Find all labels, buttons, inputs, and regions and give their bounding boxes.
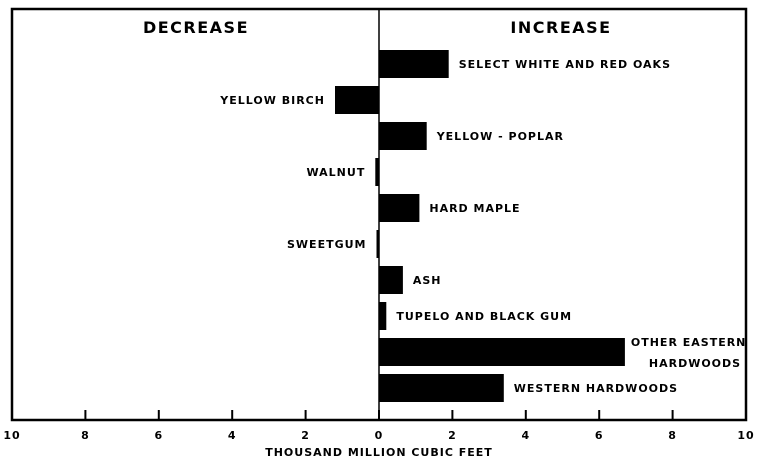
- bar: [379, 50, 449, 78]
- bar: [379, 122, 427, 150]
- category-label: SWEETGUM: [287, 238, 367, 251]
- x-tick-label: 6: [595, 429, 604, 442]
- decrease-heading: DECREASE: [143, 18, 249, 37]
- x-tick-label: 8: [81, 429, 90, 442]
- x-tick-label: 6: [154, 429, 163, 442]
- bars: SELECT WHITE AND RED OAKS YELLOW BIRCH YEL…: [219, 50, 747, 402]
- bar: [379, 374, 504, 402]
- category-label: YELLOW BIRCH: [219, 94, 325, 107]
- x-tick-label: 10: [3, 429, 20, 442]
- x-tick-label: 2: [301, 429, 310, 442]
- category-label: WESTERN HARDWOODS: [514, 382, 678, 395]
- category-label: YELLOW - POPLAR: [436, 130, 564, 143]
- x-tick-label: 8: [668, 429, 677, 442]
- category-label: WALNUT: [307, 166, 366, 179]
- x-tick-label: 4: [228, 429, 237, 442]
- bar: [379, 194, 420, 222]
- bar: [335, 86, 379, 114]
- category-label: SELECT WHITE AND RED OAKS: [459, 58, 671, 71]
- category-label: ASH: [413, 274, 442, 287]
- category-label: OTHER EASTERN HARDWOODS: [631, 336, 747, 370]
- bar: [375, 158, 379, 186]
- bar: [379, 266, 403, 294]
- x-tick-label: 4: [521, 429, 530, 442]
- bar: [379, 302, 387, 330]
- category-label: TUPELO AND BLACK GUM: [396, 310, 572, 323]
- x-tick-label: 10: [737, 429, 754, 442]
- bar: [376, 230, 379, 258]
- x-axis-title: THOUSAND MILLION CUBIC FEET: [265, 446, 493, 459]
- x-axis-ticks: 10 8 6 4 2 0 2 4 6 8 10: [3, 410, 754, 442]
- increase-heading: INCREASE: [510, 18, 611, 37]
- category-label: HARD MAPLE: [429, 202, 520, 215]
- x-tick-label: 0: [375, 429, 384, 442]
- x-tick-label: 2: [448, 429, 457, 442]
- bar: [379, 338, 625, 366]
